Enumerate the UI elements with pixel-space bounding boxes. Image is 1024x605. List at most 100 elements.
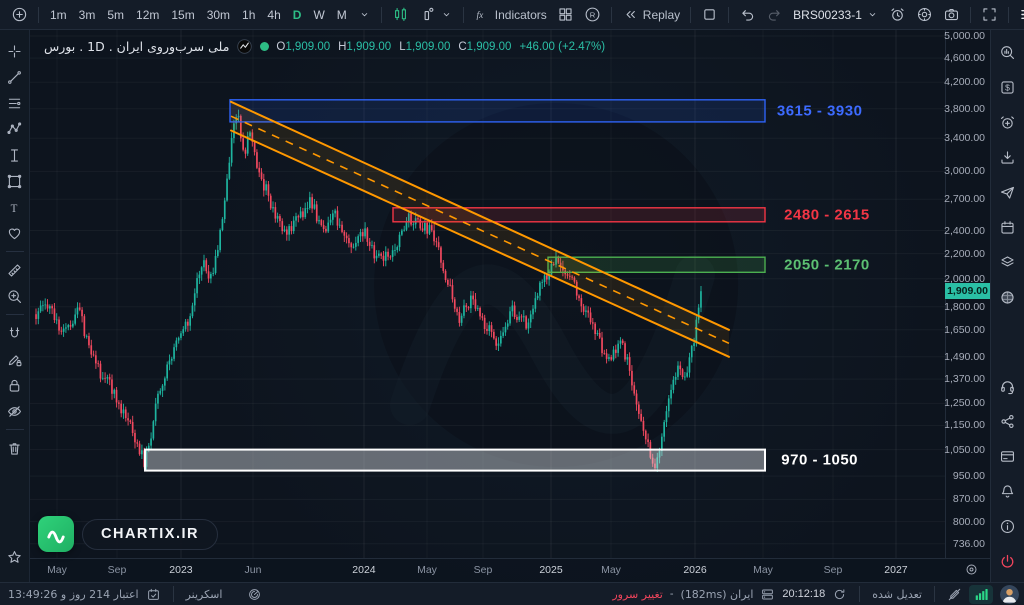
tool-eye-off-button[interactable]: [2, 398, 28, 424]
fullscreen-button[interactable]: [976, 3, 1003, 27]
price-tick: 800.00: [952, 515, 985, 528]
tool-crosshair-button[interactable]: [2, 38, 28, 64]
price-tick: 1,650.00: [944, 323, 985, 336]
card-button[interactable]: [995, 443, 1021, 469]
tool-ruler-button[interactable]: [2, 257, 28, 283]
alert-button[interactable]: [884, 3, 911, 27]
screenshot-button[interactable]: [938, 3, 965, 27]
chart-canvas[interactable]: [30, 30, 946, 558]
timeframe-4h[interactable]: 4h: [267, 7, 281, 22]
timeframe-menu-button[interactable]: [353, 3, 376, 27]
parallel-channel[interactable]: [230, 100, 730, 358]
svg-text:R: R: [590, 10, 596, 19]
timeframe-1m[interactable]: 1m: [50, 7, 67, 22]
zone-box-green[interactable]: [547, 256, 766, 273]
chevron-down-icon: [440, 8, 453, 21]
snapshot-frame-button[interactable]: [696, 3, 723, 27]
refresh-icon[interactable]: [832, 587, 847, 602]
grid-icon: [557, 6, 574, 23]
send-button[interactable]: [995, 179, 1021, 205]
indicators-button[interactable]: fx Indicators: [469, 3, 552, 27]
candles-icon: [392, 6, 409, 23]
add-symbol-button[interactable]: [6, 3, 33, 27]
timeframe-1h[interactable]: 1h: [242, 7, 256, 22]
price-tick: 1,800.00: [944, 300, 985, 313]
toolbar-divider: [969, 6, 971, 23]
tool-heart-button[interactable]: [2, 220, 28, 246]
symbol-title[interactable]: ملی سرب‌وروی ایران . 1D . بورس: [44, 39, 230, 54]
timeframe-M[interactable]: M: [336, 7, 347, 22]
timeframe-15m[interactable]: 15m: [171, 7, 195, 22]
axis-settings-icon[interactable]: [964, 562, 979, 577]
calendar-button[interactable]: [995, 214, 1021, 240]
tool-rect-shape-button[interactable]: [2, 168, 28, 194]
volume-toggle-button[interactable]: [969, 584, 993, 604]
settings-button[interactable]: [911, 3, 938, 27]
screener-icon[interactable]: [247, 587, 262, 602]
brand-logo: CHARTIX.IR: [38, 516, 218, 552]
time-tick: May: [753, 564, 773, 576]
low-value: 1,909.00: [405, 40, 451, 53]
undo-button[interactable]: [734, 3, 761, 27]
price-tick: 3,800.00: [944, 102, 985, 115]
timeframe-12m[interactable]: 12m: [136, 7, 160, 22]
info-button[interactable]: [995, 513, 1021, 539]
tool-edit-lock-button[interactable]: [2, 346, 28, 372]
statusbar-divider: [934, 586, 935, 602]
tool-lock-button[interactable]: [2, 372, 28, 398]
dollar-square-button[interactable]: $: [995, 74, 1021, 100]
chart-style-button[interactable]: [387, 3, 414, 27]
headset-button[interactable]: [995, 373, 1021, 399]
toolbar-divider: [5, 314, 24, 315]
replay-button[interactable]: Replay: [617, 3, 685, 27]
screener-label[interactable]: اسکرینر: [185, 587, 223, 601]
layout-grid-button[interactable]: [552, 3, 579, 27]
time-axis[interactable]: May Sep 2023 Jun 2024 May Sep 2025 May 2026 May Sep…: [30, 558, 990, 582]
trash-icon: [6, 440, 23, 457]
change-server-link[interactable]: تغییر سرور: [612, 587, 663, 601]
chart-search-button[interactable]: [995, 39, 1021, 65]
tool-trash-button[interactable]: [2, 435, 28, 461]
alarm-plus-button[interactable]: [995, 109, 1021, 135]
timeframe-5m[interactable]: 5m: [107, 7, 125, 22]
timeframe-30m[interactable]: 30m: [206, 7, 231, 22]
adjusted-label[interactable]: تعدیل شده: [872, 587, 922, 601]
svg-text:fx: fx: [476, 10, 484, 21]
edit-lock-icon: [6, 351, 23, 368]
tool-magnet-button[interactable]: [2, 320, 28, 346]
main-menu-button[interactable]: [1014, 3, 1024, 27]
tool-trendline-button[interactable]: [2, 64, 28, 90]
tool-star-button[interactable]: [2, 544, 28, 570]
symbol-select-button[interactable]: BRS00233-1: [788, 3, 884, 27]
time-tick: May: [601, 564, 621, 576]
download-button[interactable]: [995, 144, 1021, 170]
rotation-button[interactable]: R: [579, 3, 606, 27]
price-axis[interactable]: 5,000.00 4,600.00 4,200.00 3,800.00 3,400.00…: [944, 30, 990, 558]
timeframe-3m[interactable]: 3m: [78, 7, 96, 22]
timeframe-W[interactable]: W: [313, 7, 325, 22]
chevron-down-icon: [866, 8, 879, 21]
toolbar-divider: [5, 251, 24, 252]
time-tick: 2026: [683, 564, 707, 576]
tool-zoom-in-button[interactable]: [2, 283, 28, 309]
chart-style-menu-button[interactable]: [414, 3, 458, 27]
tool-projection-button[interactable]: [2, 142, 28, 168]
tool-pattern-button[interactable]: [2, 116, 28, 142]
hide-drawings-icon[interactable]: [947, 587, 962, 602]
power-button[interactable]: [995, 548, 1021, 574]
share-button[interactable]: [995, 408, 1021, 434]
volume-bars-icon: [973, 586, 990, 603]
timeframe-D[interactable]: D: [292, 7, 302, 22]
globe-button[interactable]: [995, 284, 1021, 310]
star-icon: [6, 549, 23, 566]
redo-button[interactable]: [761, 3, 788, 27]
layers-button[interactable]: [995, 249, 1021, 275]
pattern-icon: [6, 121, 23, 138]
bell-button[interactable]: [995, 478, 1021, 504]
tool-text-button[interactable]: T: [2, 194, 28, 220]
user-avatar[interactable]: [1000, 584, 1019, 604]
zone-box-blue[interactable]: [229, 99, 766, 123]
zone-box-white[interactable]: [144, 448, 766, 472]
tool-fib-lines-button[interactable]: [2, 90, 28, 116]
fx-icon: fx: [474, 6, 491, 23]
